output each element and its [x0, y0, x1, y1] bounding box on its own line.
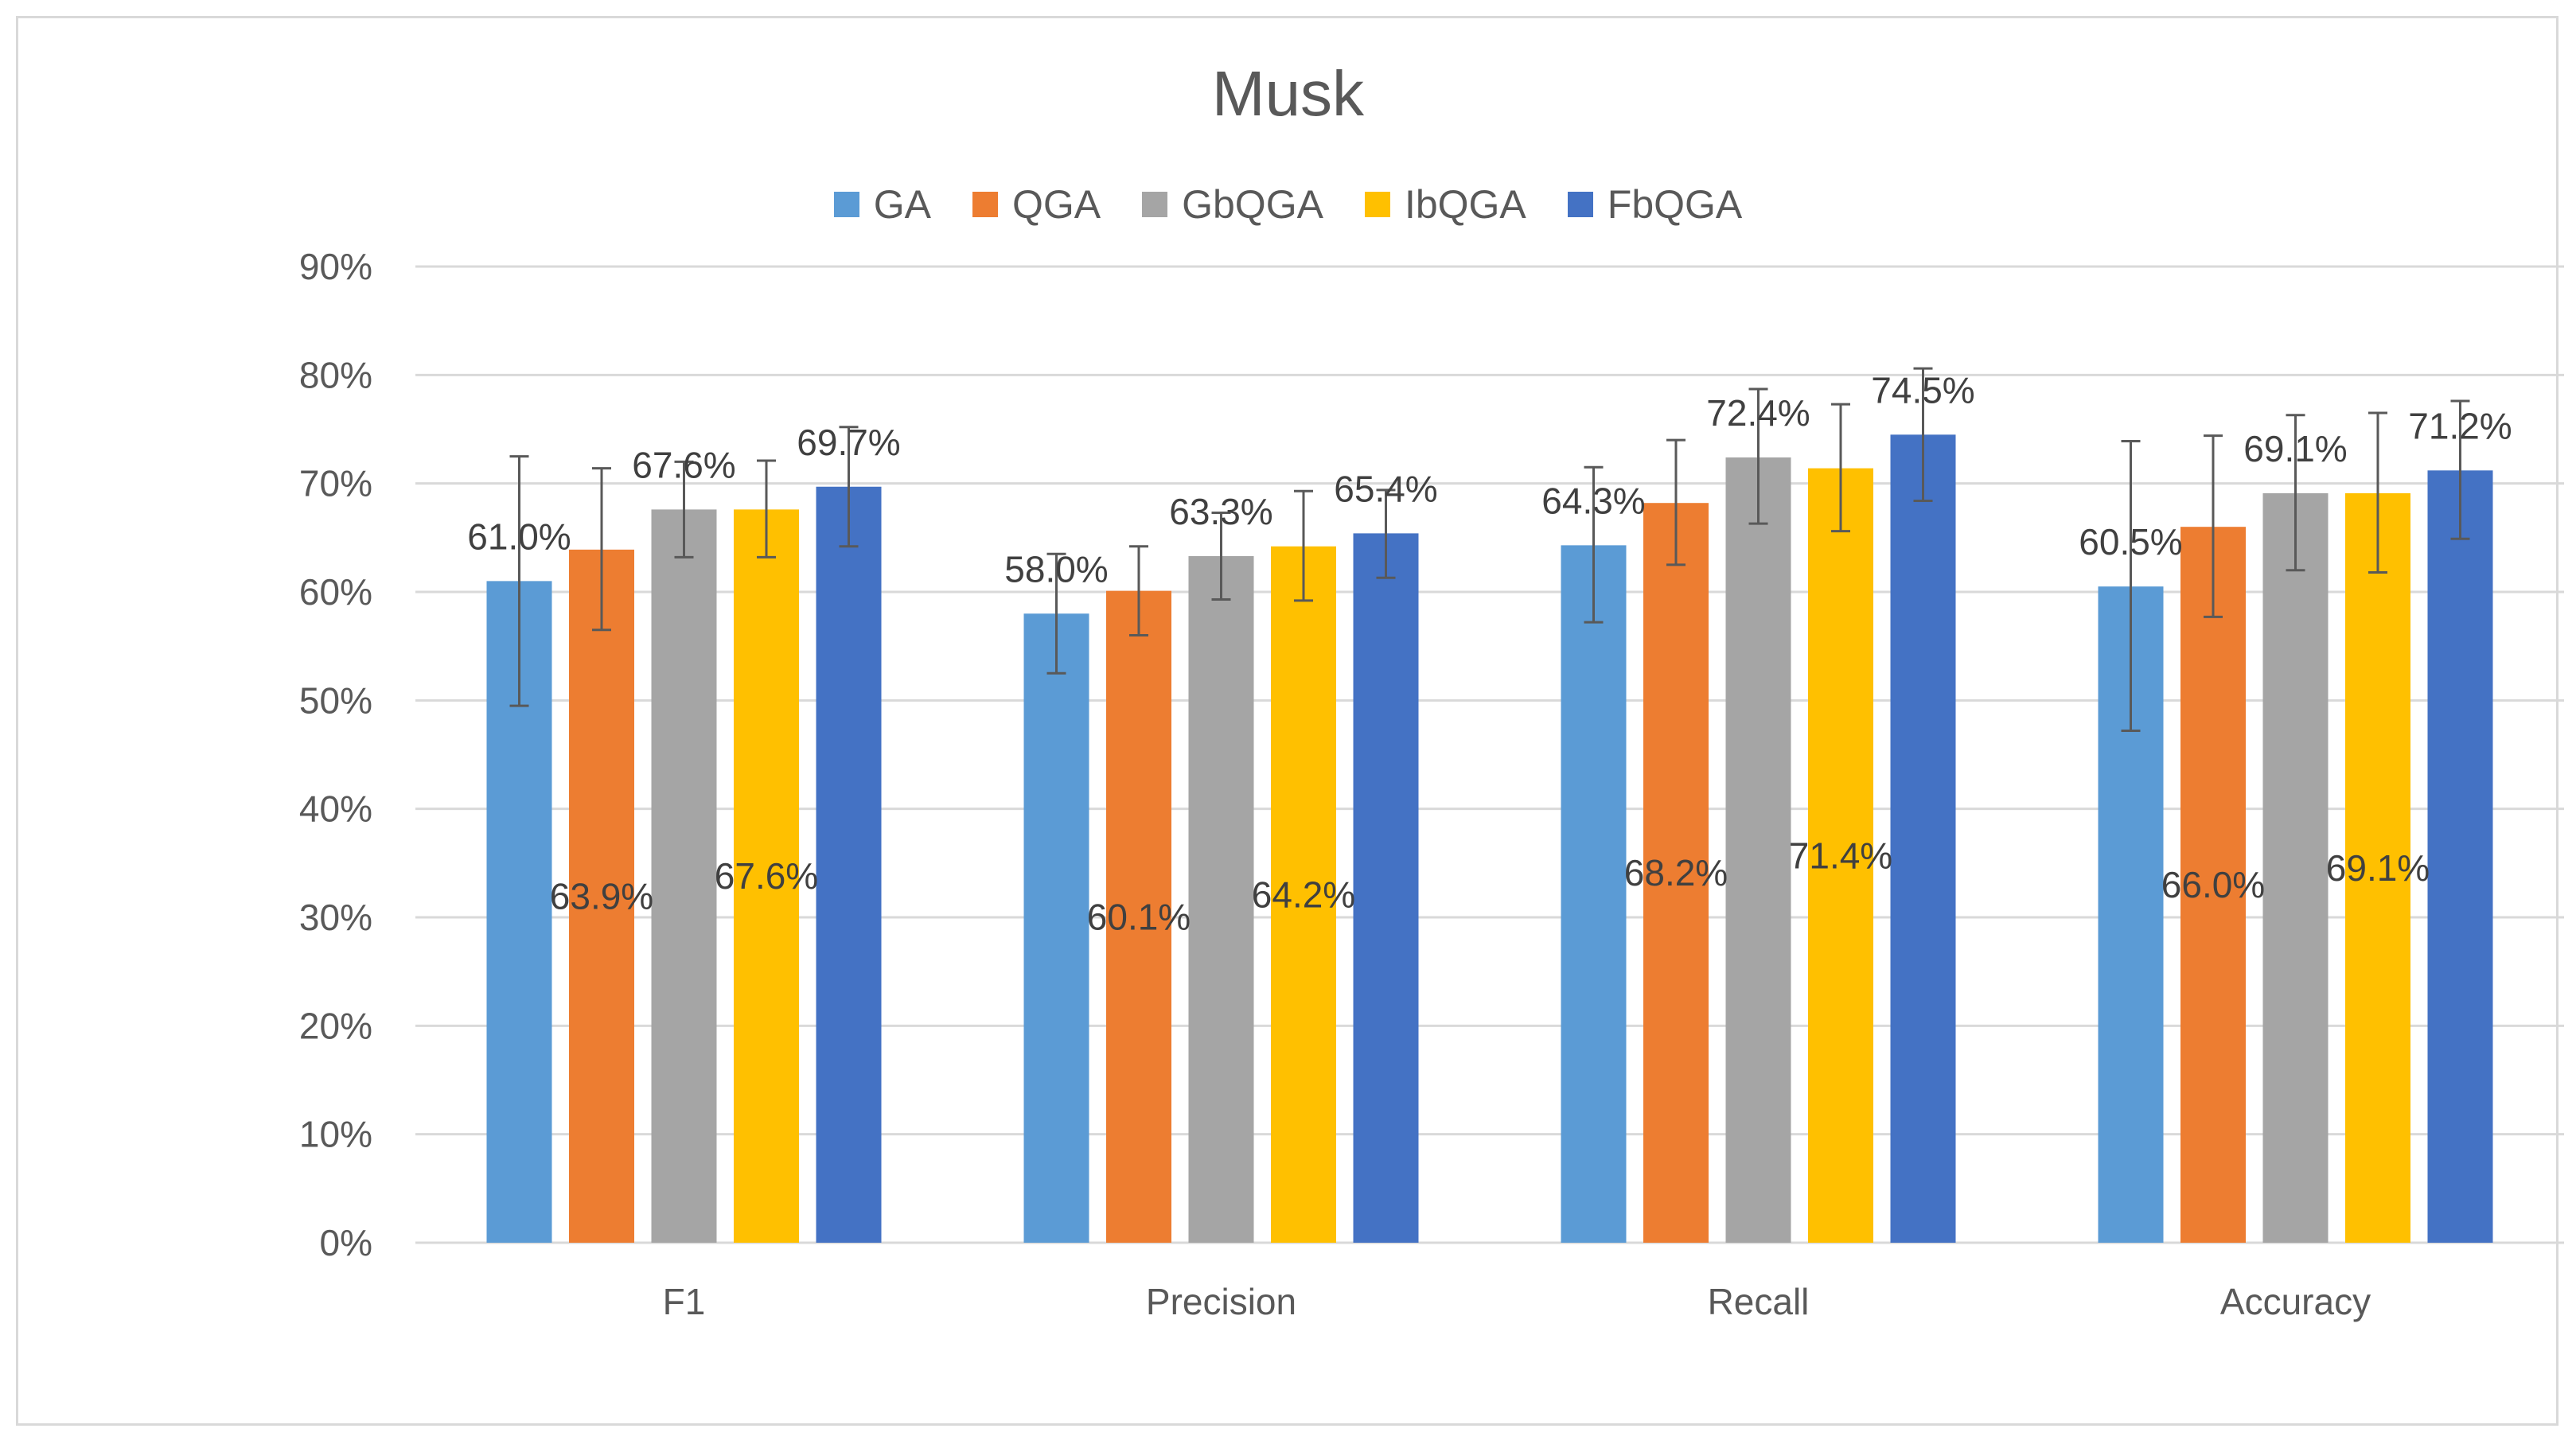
data-label: 61.0% — [467, 516, 571, 557]
data-label: 60.1% — [1087, 896, 1191, 937]
data-label: 67.6% — [632, 444, 735, 485]
y-tick-label: 30% — [299, 897, 372, 938]
data-label: 74.5% — [1871, 369, 1974, 411]
bar — [2180, 527, 2246, 1243]
error-bar — [2450, 399, 2470, 540]
legend-label: QGA — [1011, 182, 1101, 227]
y-tick-label: 10% — [299, 1114, 372, 1155]
error-bar — [1211, 511, 1231, 601]
bar — [1188, 556, 1254, 1243]
data-label: 66.0% — [2161, 864, 2265, 905]
error-bar — [1666, 438, 1686, 566]
error-bar — [839, 426, 859, 548]
error-bar — [509, 455, 529, 707]
error-bar — [1376, 488, 1396, 579]
y-tick-label: 70% — [299, 463, 372, 504]
error-bar — [1129, 545, 1148, 637]
error-bar — [757, 459, 776, 559]
data-label: 67.6% — [715, 855, 818, 897]
bar — [2262, 492, 2329, 1243]
y-tick-label: 90% — [299, 246, 372, 287]
data-label: 63.9% — [550, 875, 653, 917]
data-label: 58.0% — [1004, 548, 1108, 590]
bar — [1808, 468, 1873, 1243]
chart-title: Musk — [1211, 58, 1365, 129]
bar — [816, 486, 882, 1243]
y-tick-label: 20% — [299, 1005, 372, 1046]
legend-item: GbQGA — [1142, 181, 1323, 228]
legend-item: QGA — [972, 181, 1101, 228]
error-bar — [1046, 552, 1066, 675]
legend-label: GbQGA — [1182, 182, 1323, 227]
y-tick-label: 60% — [299, 571, 372, 613]
data-label: 69.1% — [2243, 428, 2347, 469]
legend-swatch — [1567, 192, 1593, 217]
data-label: 60.5% — [2079, 521, 2182, 562]
legend-label: GA — [873, 182, 931, 227]
bar — [2345, 492, 2410, 1243]
x-tick-label: Accuracy — [2220, 1281, 2371, 1322]
bar — [1725, 457, 1791, 1243]
bar — [1890, 434, 1956, 1243]
error-bar — [2204, 434, 2223, 618]
bar — [1106, 590, 1171, 1243]
error-bar — [1294, 489, 1313, 602]
bar — [1023, 613, 1089, 1243]
bar — [2427, 470, 2493, 1243]
bar — [734, 509, 799, 1243]
error-bar — [2286, 414, 2305, 572]
bar — [651, 509, 717, 1243]
y-tick-label: 50% — [299, 679, 372, 721]
error-bar — [674, 460, 694, 559]
error-bar — [1584, 465, 1604, 624]
data-label: 69.1% — [2326, 847, 2430, 889]
error-bar — [1913, 367, 1933, 502]
legend-swatch — [1364, 192, 1390, 217]
legend-swatch — [1142, 192, 1168, 217]
legend-item: GA — [833, 181, 931, 228]
data-label: 68.2% — [1624, 852, 1728, 893]
data-label: 63.3% — [1169, 491, 1272, 532]
legend: GA QGA GbQGA IbQGA FbQGA — [0, 177, 2576, 232]
bar — [569, 549, 634, 1243]
x-tick-label: Recall — [1708, 1281, 1810, 1322]
data-label: 69.7% — [797, 422, 900, 463]
data-label: 72.4% — [1706, 392, 1810, 434]
data-label: 65.4% — [1334, 468, 1437, 509]
y-tick-label: 80% — [299, 354, 372, 395]
legend-label: FbQGA — [1607, 182, 1743, 227]
legend-item: FbQGA — [1567, 181, 1743, 228]
error-bar — [2368, 411, 2387, 574]
error-bar — [1748, 387, 1768, 525]
legend-item: IbQGA — [1364, 181, 1526, 228]
bar — [1271, 546, 1336, 1243]
data-label: 71.4% — [1789, 835, 1892, 876]
error-bar — [1831, 403, 1850, 533]
data-label: 64.2% — [1252, 874, 1355, 915]
x-tick-label: F1 — [663, 1281, 706, 1322]
y-tick-label: 0% — [320, 1222, 372, 1263]
error-bar — [592, 467, 611, 632]
data-label: 64.3% — [1541, 480, 1645, 521]
legend-label: IbQGA — [1404, 182, 1526, 227]
x-tick-label: Precision — [1146, 1281, 1296, 1322]
bar — [1353, 533, 1419, 1243]
y-tick-label: 40% — [299, 788, 372, 830]
error-bar — [2121, 439, 2141, 733]
legend-swatch — [972, 192, 998, 217]
data-label: 71.2% — [2408, 405, 2512, 446]
bar — [1643, 503, 1709, 1243]
bar — [1561, 545, 1627, 1243]
legend-swatch — [833, 192, 859, 217]
